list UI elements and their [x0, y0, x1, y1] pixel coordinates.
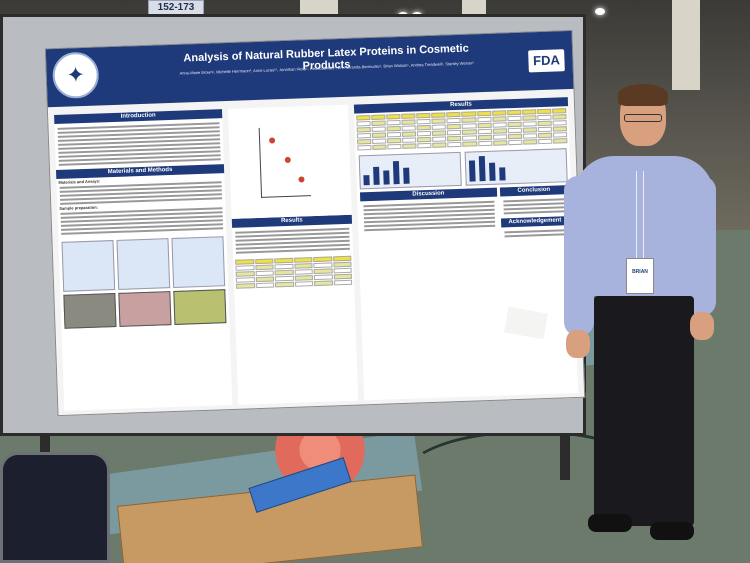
chair	[0, 452, 110, 563]
methods-text: Materials and Assays: Sample preparation…	[56, 173, 226, 239]
poster-board: ✦ Analysis of Natural Rubber Latex Prote…	[0, 14, 586, 436]
shoe	[650, 522, 694, 540]
right-hand	[690, 312, 714, 340]
elisa-diagram	[227, 104, 352, 219]
bar-chart	[464, 148, 568, 186]
glasses	[624, 114, 662, 122]
ceiling-light	[595, 8, 605, 15]
bar-chart	[358, 151, 462, 190]
left-hand	[566, 330, 590, 358]
discussion-text	[360, 197, 498, 236]
name-badge: BRIAN	[626, 258, 654, 294]
results-table	[233, 254, 354, 291]
results-lower: Discussion Conclusion Acknowledgement	[357, 185, 573, 246]
method-diagram	[61, 240, 116, 292]
conclusion-text	[500, 194, 569, 218]
poster-right-column: Results	[353, 97, 579, 401]
fda-logo: FDA	[528, 49, 565, 73]
presenter-person: BRIAN	[564, 84, 724, 556]
pillar	[672, 0, 700, 90]
shoe	[588, 514, 632, 532]
method-photos	[60, 289, 229, 329]
results-text	[232, 224, 353, 258]
poster-middle-column: Results	[227, 104, 359, 405]
lanyard	[636, 171, 644, 261]
poster-left-column: Introduction Materials and Methods Mater…	[54, 109, 233, 411]
hair	[618, 84, 668, 106]
method-diagram	[116, 238, 171, 290]
lab-photo	[63, 293, 117, 329]
method-diagrams	[58, 233, 228, 295]
lab-photo	[118, 291, 172, 327]
hhs-eagle-logo: ✦	[51, 51, 100, 100]
introduction-text	[54, 118, 224, 170]
lab-photo	[173, 289, 227, 325]
black-pants	[594, 296, 694, 526]
acknowledgement-text	[501, 225, 570, 241]
research-poster: ✦ Analysis of Natural Rubber Latex Prote…	[44, 29, 586, 417]
method-diagram	[171, 236, 226, 288]
poster-header: ✦ Analysis of Natural Rubber Latex Prote…	[45, 30, 574, 108]
